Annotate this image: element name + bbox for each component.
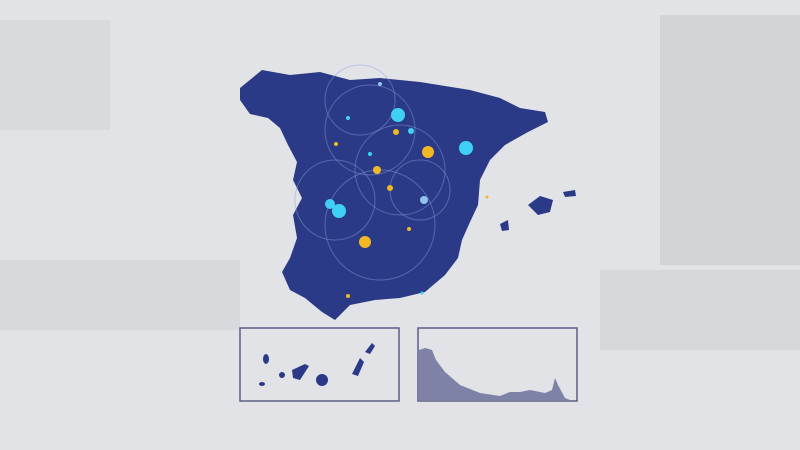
map-marker-cyan xyxy=(368,152,372,156)
coastal-inset-land xyxy=(419,348,570,400)
map-markers xyxy=(325,82,489,298)
mallorca-island xyxy=(528,196,553,215)
map-marker-cyan xyxy=(325,199,335,209)
map-marker-yellow xyxy=(422,146,434,158)
map-marker-yellow xyxy=(407,227,411,231)
spain-mainland xyxy=(240,70,548,320)
map-marker-cyan xyxy=(459,141,473,155)
map-marker-yellow xyxy=(346,294,350,298)
canary-islands xyxy=(259,343,375,386)
map-marker-light-blue xyxy=(420,196,428,204)
map-marker-yellow xyxy=(359,236,371,248)
map-marker-yellow xyxy=(373,166,381,174)
map-ring xyxy=(294,159,376,241)
background-panel xyxy=(600,270,800,350)
map-marker-yellow xyxy=(393,129,399,135)
background-panel xyxy=(660,15,800,265)
menorca-island xyxy=(563,190,576,197)
coastal-inset xyxy=(417,327,578,402)
background-panel xyxy=(0,20,110,130)
map-marker-cyan xyxy=(391,108,405,122)
canary-islands-inset xyxy=(239,327,400,402)
map-marker-light-blue xyxy=(378,82,382,86)
map-marker-yellow xyxy=(334,142,338,146)
map-ring xyxy=(324,84,416,176)
map-ring xyxy=(324,64,396,136)
background-panel xyxy=(0,260,240,330)
ibiza-island xyxy=(500,220,509,231)
map-marker-cyan xyxy=(332,204,346,218)
map-marker-cyan xyxy=(420,291,424,295)
map-marker-cyan xyxy=(408,128,414,134)
map-marker-yellow xyxy=(485,195,489,199)
map-marker-yellow xyxy=(387,185,393,191)
map-marker-cyan xyxy=(346,116,350,120)
map-ring xyxy=(354,124,446,216)
